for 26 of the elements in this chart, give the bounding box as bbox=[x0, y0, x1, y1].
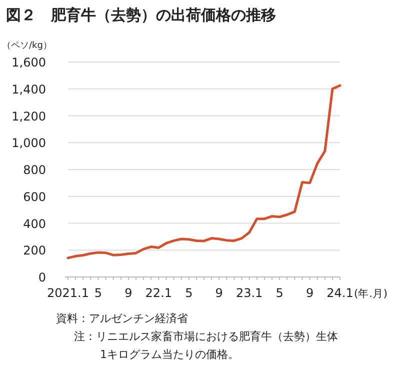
y-tick-label: 1,600 bbox=[12, 56, 46, 70]
y-tick-label: 1,400 bbox=[12, 82, 46, 96]
y-tick-label: 200 bbox=[23, 244, 46, 258]
x-tick-label: 22.1 bbox=[145, 286, 172, 300]
text: 1キログラム当たりの価格。 bbox=[100, 348, 239, 361]
x-tick-label: 9 bbox=[306, 286, 314, 300]
x-tick-label: 5 bbox=[94, 286, 102, 300]
y-tick-label: 600 bbox=[23, 190, 46, 204]
x-tick-label: 9 bbox=[124, 286, 132, 300]
y-tick-label: 400 bbox=[23, 216, 46, 231]
x-tick-label: 2021.1 bbox=[47, 286, 89, 300]
x-tick-label: 5 bbox=[276, 286, 284, 300]
x-tick-label: 23.1 bbox=[236, 286, 263, 300]
y-axis-title: （ペソ/kg） bbox=[2, 41, 52, 51]
chart-title: 図２ 肥育牛（去勢）の出荷価格の推移 bbox=[6, 6, 276, 24]
text: 資料：アルゼンチン経済省 bbox=[56, 312, 188, 325]
y-tick-label: 800 bbox=[23, 163, 46, 177]
text: 注：リニエルス家畜市場における肥育牛（去勢）生体 bbox=[74, 330, 338, 343]
x-tick-label: 5 bbox=[185, 286, 193, 300]
y-tick-label: 0 bbox=[38, 270, 46, 284]
line-series bbox=[66, 84, 342, 260]
x-axis-title: (年.月) bbox=[354, 288, 388, 300]
y-tick-label: 1,200 bbox=[12, 109, 46, 124]
x-tick-label: 24.1 bbox=[326, 286, 354, 300]
y-tick-label: 1,000 bbox=[12, 136, 46, 150]
x-tick-label: 9 bbox=[215, 286, 223, 300]
